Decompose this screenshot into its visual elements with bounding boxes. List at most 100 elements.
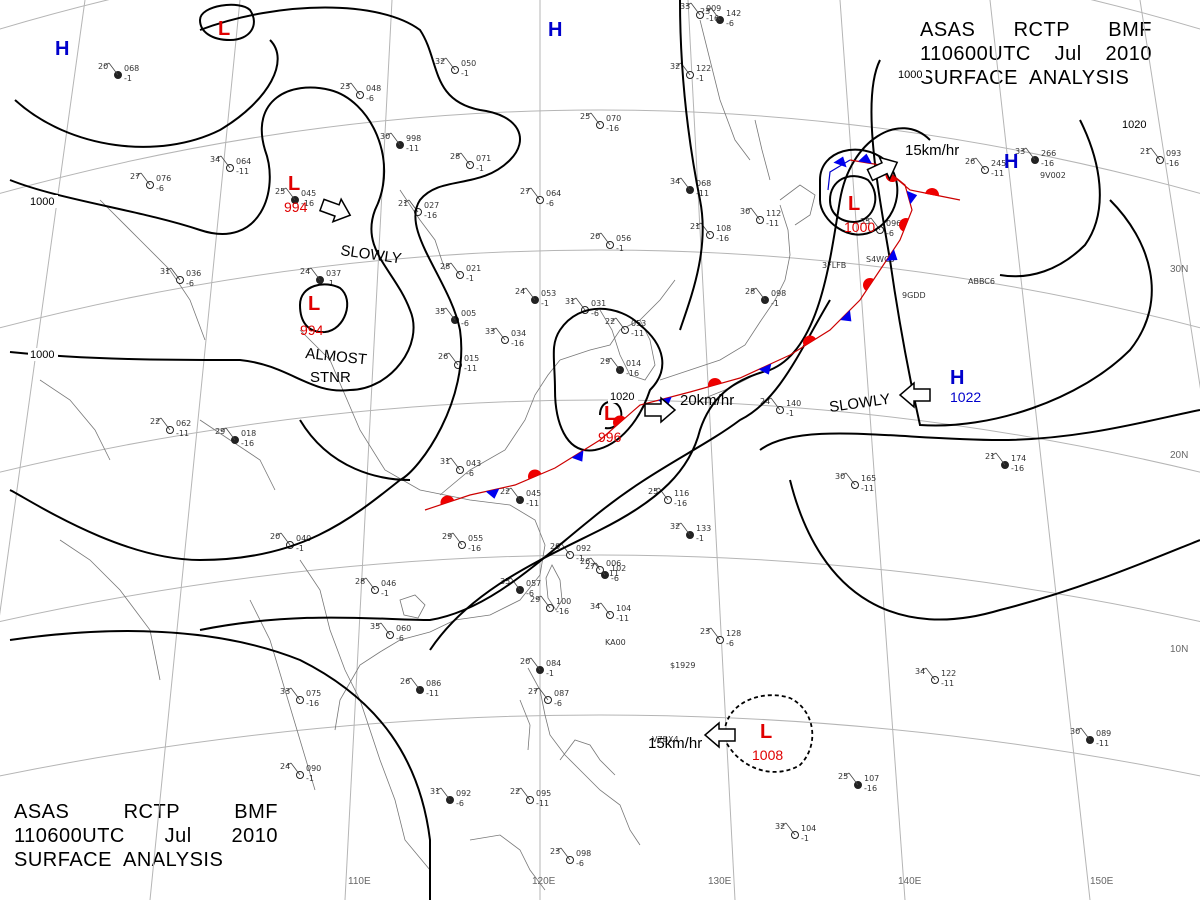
station-temp: 31 — [565, 297, 575, 306]
station-temp: 26 — [580, 557, 590, 566]
station-plot: 128 23 -6 — [700, 627, 741, 648]
station-plot: 043 31 -6 — [440, 457, 481, 478]
title-month: Jul — [164, 825, 192, 847]
station-plot: 034 33 -16 — [485, 327, 526, 348]
wind-barb — [410, 677, 421, 691]
station-tendency: -16 — [606, 124, 619, 133]
station-pressure: 015 — [464, 354, 479, 363]
station-pressure: 076 — [156, 174, 171, 183]
wind-barb-feather — [443, 352, 450, 357]
isobar-line — [789, 479, 1200, 621]
station-tendency: -11 — [941, 679, 954, 688]
wind-barb-feather — [920, 667, 927, 672]
station-pressure: 998 — [406, 134, 421, 143]
station-temp: 32 — [435, 57, 445, 66]
low-pressure-marker: L — [760, 721, 772, 743]
station-temp: 20 — [98, 62, 108, 71]
isobar-line — [299, 419, 411, 481]
station-temp: 29 — [215, 427, 225, 436]
station-temp: 29 — [442, 532, 452, 541]
pressure-value: 996 — [598, 429, 622, 445]
station-temp: 25 — [838, 772, 848, 781]
station-temp: 31 — [440, 457, 450, 466]
station-pressure: 122 — [696, 64, 711, 73]
station-pressure: 100 — [556, 597, 571, 606]
station-tendency: -11 — [631, 329, 644, 338]
cold-front-barb — [571, 450, 584, 462]
wind-barb-feather — [535, 595, 542, 600]
station-plot: 104 34 -11 — [590, 602, 631, 623]
coastline — [39, 379, 111, 461]
station-tendency: -11 — [861, 484, 874, 493]
latitude-label: 20N — [1170, 450, 1188, 461]
station-pressure: 116 — [674, 489, 689, 498]
station-tendency: -6 — [366, 94, 374, 103]
coastline — [399, 189, 446, 271]
station-temp: 30 — [380, 132, 390, 141]
station-pressure: 053 — [541, 289, 556, 298]
wind-barb-feather — [280, 187, 287, 192]
motion-label: 15km/hr — [905, 142, 959, 159]
station-pressure: 021 — [466, 264, 481, 273]
station-tendency: -11 — [464, 364, 477, 373]
station-pressure: 046 — [381, 579, 396, 588]
station-plot: 046 28 -1 — [355, 577, 396, 598]
station-temp: 23 — [700, 7, 710, 16]
wind-barb — [540, 595, 551, 609]
wind-barb — [615, 317, 626, 331]
station-tendency: -1 — [786, 409, 794, 418]
station-plot: 009 33 -16 — [680, 2, 721, 23]
station-plot: 045 22 -11 — [500, 487, 541, 508]
wind-barb-feather — [525, 187, 532, 192]
wind-barb — [925, 667, 936, 681]
station-pressure: 266 — [1041, 149, 1056, 158]
station-temp: 31 — [430, 787, 440, 796]
wind-barb — [848, 772, 859, 786]
station-tendency: -11 — [991, 169, 1004, 178]
wind-barb-feather — [695, 222, 702, 227]
wind-barb-feather — [675, 62, 682, 67]
stationary-front — [424, 159, 913, 511]
title-station: RCTP — [1013, 19, 1071, 41]
station-pressure: 084 — [546, 659, 561, 668]
wind-barb-feather — [275, 532, 282, 537]
station-temp: 25 — [648, 487, 658, 496]
station-plot: 050 32 -1 — [435, 57, 476, 78]
station-plot: 093 21 -16 — [1140, 147, 1181, 168]
station-tendency: -6 — [186, 279, 194, 288]
station-temp: 33 — [485, 327, 495, 336]
station-tendency: -16 — [301, 199, 314, 208]
station-pressure: 064 — [546, 189, 561, 198]
station-pressure: 057 — [526, 579, 541, 588]
isobars: 1000 1000 1000 1020 1020 — [9, 0, 1200, 900]
wind-barb-feather — [505, 487, 512, 492]
station-temp: 34 — [210, 155, 220, 164]
station-tendency: -6 — [456, 799, 464, 808]
station-tendency: -6 — [886, 229, 894, 238]
station-temp: 21 — [1140, 147, 1150, 156]
title-time: 110600UTC — [920, 43, 1031, 65]
isobar-line — [299, 283, 349, 334]
wind-barb — [390, 132, 401, 146]
station-pressure: 070 — [606, 114, 621, 123]
parallel-line — [0, 0, 1200, 30]
wind-barb — [140, 172, 151, 186]
wind-barb-feather — [1075, 727, 1082, 732]
station-pressure: 142 — [726, 9, 741, 18]
station-pressure: 060 — [396, 624, 411, 633]
wind-barb-feather — [445, 262, 452, 267]
station-tendency: -11 — [406, 144, 419, 153]
wind-barb — [710, 7, 721, 21]
wind-barb-feather — [1145, 147, 1152, 152]
warm-front-line — [879, 164, 961, 201]
station-plot: 070 25 -16 — [580, 112, 621, 133]
wind-barb-feather — [610, 317, 617, 322]
station-plot: 142 23 -6 — [700, 7, 741, 28]
station-tendency: -1 — [696, 74, 704, 83]
station-temp: 33 — [1015, 147, 1025, 156]
station-tendency: -6 — [726, 639, 734, 648]
station-pressure: 062 — [176, 419, 191, 428]
station-tendency: -11 — [606, 569, 619, 578]
wind-barb-feather — [305, 267, 312, 272]
pressure-value: 1000 — [844, 219, 875, 235]
